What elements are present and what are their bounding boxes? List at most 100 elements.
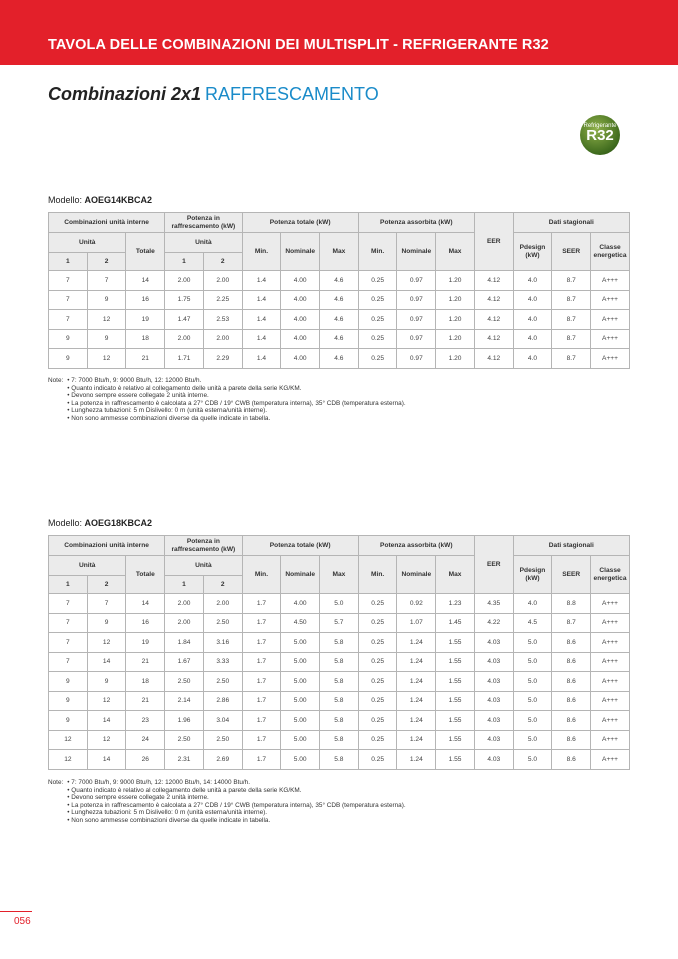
table-cell: 8.6 [551, 749, 592, 770]
table-cell: 1.24 [396, 671, 437, 692]
column-header: Combinazioni unità interne [47, 212, 166, 233]
table-cell: 4.03 [473, 710, 514, 731]
table-cell: 2.00 [202, 593, 243, 614]
table-cell: 1.7 [241, 651, 282, 672]
table-cell: 0.25 [357, 309, 398, 330]
table-cell: 1.4 [241, 348, 282, 369]
column-header: 2 [86, 252, 127, 271]
column-header: 2 [86, 575, 127, 594]
table-cell: 1.7 [241, 632, 282, 653]
table-cell: 7 [48, 632, 88, 653]
column-header: Unità [164, 555, 243, 576]
table-cell: 1.47 [164, 309, 204, 330]
table-cell: 2.86 [202, 690, 243, 711]
table-cell: 0.97 [396, 270, 437, 291]
table-notes: Note: • 7: 7000 Btu/h, 9: 9000 Btu/h, 12:… [48, 377, 406, 422]
table-row: 12 14 26 2.31 2.69 1.7 5.00 5.8 0.25 1.24 1.55 4.03… [48, 749, 630, 770]
table-cell: 4.03 [473, 671, 514, 692]
table-cell: 9 [48, 328, 88, 349]
table-cell: 0.25 [357, 749, 398, 770]
table-cell: 5.00 [280, 729, 321, 750]
table-cell: 1.55 [435, 749, 475, 770]
table-cell: 8.7 [551, 270, 592, 291]
table-row: 7 14 21 1.67 3.33 1.7 5.00 5.8 0.25 1.24 1.55 4.03 5… [48, 651, 630, 672]
table-cell: 14 [86, 710, 127, 731]
table-cell: 21 [125, 651, 166, 672]
column-header: Max [319, 232, 359, 271]
table-cell: 3.16 [202, 632, 243, 653]
table-cell: 16 [125, 289, 166, 310]
table-cell: 4.03 [473, 729, 514, 750]
table-cell: 5.8 [319, 710, 359, 731]
table-row: 7 12 19 1.84 3.16 1.7 5.00 5.8 0.25 1.24 1.55 4.03 5… [48, 632, 630, 653]
table-cell: 8.7 [551, 328, 592, 349]
note-item: • 7: 7000 Btu/h, 9: 9000 Btu/h, 12: 1200… [67, 377, 202, 384]
table-cell: 0.25 [357, 270, 398, 291]
table-cell: 5.8 [319, 749, 359, 770]
table-row: 12 12 24 2.50 2.50 1.7 5.00 5.8 0.25 1.24 1.55 4.03… [48, 729, 630, 750]
table-cell: 7 [48, 270, 88, 291]
header-banner: TAVOLA DELLE COMBINAZIONI DEI MULTISPLIT… [0, 0, 678, 65]
table-cell: 0.25 [357, 671, 398, 692]
table-cell: 4.6 [319, 289, 359, 310]
table-cell: 14 [86, 651, 127, 672]
section-title-accent: RAFFRESCAMENTO [205, 84, 379, 104]
table-cell: 2.00 [202, 328, 243, 349]
note-item: • Quanto indicato è relativo al collegam… [67, 384, 302, 392]
table-cell: 12 [86, 729, 127, 750]
table-cell: 8.6 [551, 632, 592, 653]
table-cell: 1.20 [435, 348, 475, 369]
column-header: Pdesign (kW) [512, 232, 553, 271]
table-cell: 14 [86, 749, 127, 770]
table-cell: 1.4 [241, 270, 282, 291]
column-header: Min. [357, 232, 398, 271]
table-cell: 2.31 [164, 749, 204, 770]
table-cell: 1.4 [241, 289, 282, 310]
table-cell: 2.69 [202, 749, 243, 770]
table-cell: 2.50 [164, 729, 204, 750]
table-cell: 1.24 [396, 729, 437, 750]
table-cell: 7 [48, 593, 88, 614]
column-header: Combinazioni unità interne [47, 535, 166, 556]
table-cell: A+++ [590, 671, 630, 692]
column-header: 1 [48, 252, 88, 271]
table-cell: A+++ [590, 632, 630, 653]
table-cell: 4.22 [473, 612, 514, 633]
column-header: Totale [125, 555, 166, 594]
table-cell: 1.7 [241, 710, 282, 731]
table-cell: 4.0 [512, 289, 553, 310]
table-row: 9 12 21 1.71 2.29 1.4 4.00 4.6 0.25 0.97 1.20 4.12 4… [48, 348, 630, 369]
table-cell: 4.35 [473, 593, 514, 614]
note-item: • Lunghezza tubazioni: 5 m Dislivello: 0… [67, 809, 268, 817]
table-cell: 3.04 [202, 710, 243, 731]
header-title: TAVOLA DELLE COMBINAZIONI DEI MULTISPLIT… [48, 37, 549, 53]
table-cell: 24 [125, 729, 166, 750]
table-cell: 12 [86, 348, 127, 369]
table-cell: 4.12 [473, 348, 514, 369]
table-cell: 4.03 [473, 749, 514, 770]
model-name: AOEG14KBCA2 [84, 195, 153, 205]
table-cell: 7 [48, 651, 88, 672]
note-item: • Devono sempre essere collegate 2 unità… [67, 794, 209, 802]
model-label: Modello: AOEG14KBCA2 [48, 195, 153, 205]
column-header: Pdesign (kW) [512, 555, 553, 594]
table-cell: A+++ [590, 309, 630, 330]
table-cell: 5.0 [319, 593, 359, 614]
column-header: Dati stagionali [512, 212, 631, 233]
table-cell: 4.6 [319, 270, 359, 291]
table-cell: 0.97 [396, 309, 437, 330]
table-cell: 1.71 [164, 348, 204, 369]
column-header: Nominale [396, 555, 437, 594]
table-cell: 4.12 [473, 328, 514, 349]
table-cell: 2.50 [164, 671, 204, 692]
column-header: SEER [551, 555, 592, 594]
table-cell: 5.00 [280, 632, 321, 653]
table-cell: 8.7 [551, 309, 592, 330]
table-cell: A+++ [590, 651, 630, 672]
table-cell: 1.23 [435, 593, 475, 614]
table-cell: 0.25 [357, 690, 398, 711]
table-row: 7 12 19 1.47 2.53 1.4 4.00 4.6 0.25 0.97 1.20 4.12 4… [48, 309, 630, 330]
table-row: 7 9 16 2.00 2.50 1.7 4.50 5.7 0.25 1.07 1.45 4.22 4.… [48, 612, 630, 633]
table-cell: 26 [125, 749, 166, 770]
table-cell: 9 [48, 348, 88, 369]
